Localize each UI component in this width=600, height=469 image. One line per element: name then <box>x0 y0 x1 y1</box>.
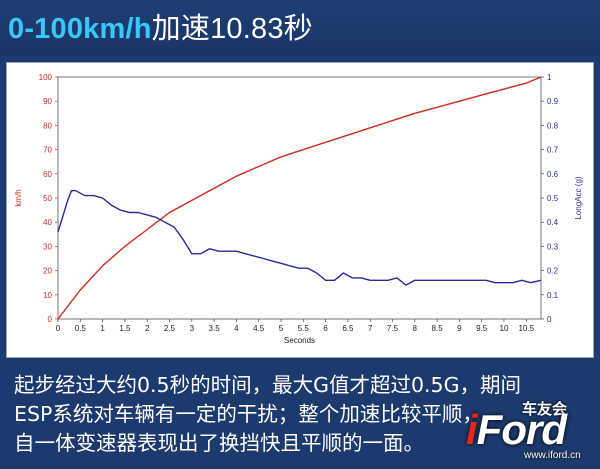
title-lead: 0-100km/h <box>8 13 152 45</box>
x-tick-label-20: 10 <box>500 324 509 333</box>
y-left-tick-label-6: 60 <box>43 170 52 179</box>
caption-panel: 起步经过大约0.5秒的时间，最大G值才超过0.5G，期间 ESP系统对车辆有一定… <box>0 360 600 469</box>
x-tick-label-0: 0 <box>56 324 61 333</box>
x-tick-label-19: 9.5 <box>476 324 488 333</box>
y-left-tick-label-10: 100 <box>39 73 53 82</box>
y-right-tick-label-9: 0.9 <box>547 97 559 106</box>
title-value: 10.83 <box>210 13 284 45</box>
x-tick-label-5: 2.5 <box>164 324 176 333</box>
acceleration-chart: 0 0.5 1 1.5 2 2.5 3 3.5 4 4.5 5 5.5 6 6.5 7 7.5 8 8.5 9 9.5… <box>6 62 594 358</box>
caption-line-2: ESP系统对车辆有一定的干扰；整个加速比较平顺， <box>14 402 483 426</box>
y-left-tick-label-9: 90 <box>43 97 52 106</box>
x-tick-label-4: 2 <box>145 324 150 333</box>
x-tick-label-12: 6 <box>323 324 328 333</box>
iford-logo: 车友会 iFord www.iford.cn <box>462 394 596 466</box>
x-tick-label-13: 6.5 <box>342 324 354 333</box>
x-tick-label-21: 10.5 <box>518 324 534 333</box>
x-tick-label-11: 5.5 <box>298 324 310 333</box>
page-title: 0-100km/h加速10.83秒 <box>8 9 313 47</box>
header-bar: 0-100km/h加速10.83秒 <box>0 0 600 56</box>
x-tick-label-17: 8.5 <box>432 324 444 333</box>
y-left-tick-label-7: 70 <box>43 146 52 155</box>
x-tick-label-8: 4 <box>234 324 239 333</box>
y-right-tick-label-4: 0.4 <box>547 218 559 227</box>
y-left-tick-label-1: 10 <box>43 291 52 300</box>
y-left-tick-label-8: 80 <box>43 121 52 130</box>
y-right-tick-label-7: 0.7 <box>547 146 559 155</box>
x-tick-label-9: 4.5 <box>253 324 265 333</box>
y-left-tick-label-3: 30 <box>43 242 52 251</box>
y-right-tick-label-0: 0 <box>547 315 552 324</box>
y-right-tick-label-10: 1 <box>547 73 552 82</box>
plot-frame <box>57 76 542 320</box>
chart-svg: 0 0.5 1 1.5 2 2.5 3 3.5 4 4.5 5 5.5 6 6.5 7 7.5 8 8.5 9 9.5… <box>14 73 583 345</box>
series-line-1 <box>57 189 542 286</box>
y-right-axis-label: LongAcc (g) <box>574 176 583 219</box>
y-left-tick-label-4: 40 <box>43 218 52 227</box>
x-tick-label-3: 1.5 <box>119 324 131 333</box>
caption-line-3: 自一体变速器表现出了换挡快且平顺的一面。 <box>14 431 424 455</box>
x-tick-label-16: 8 <box>413 324 418 333</box>
x-tick-label-2: 1 <box>100 324 105 333</box>
y-left-tick-label-2: 20 <box>43 267 52 276</box>
x-tick-label-6: 3 <box>190 324 195 333</box>
x-tick-label-10: 5 <box>279 324 284 333</box>
y-left-tick-label-5: 50 <box>43 194 52 203</box>
logo-club-text: 车友会 <box>522 400 568 418</box>
y-left-axis-label: km/h <box>14 189 23 206</box>
logo-url: www.iford.cn <box>524 450 581 461</box>
y-right-tick-label-1: 0.1 <box>547 291 559 300</box>
x-tick-label-14: 7 <box>368 324 373 333</box>
y-right-tick-label-3: 0.3 <box>547 242 559 251</box>
y-right-tick-label-2: 0.2 <box>547 267 559 276</box>
title-mid: 加速 <box>151 11 211 45</box>
x-tick-label-7: 3.5 <box>209 324 221 333</box>
series-line-0 <box>57 76 542 320</box>
x-tick-label-1: 0.5 <box>75 324 87 333</box>
logo-brand-rest: Ford <box>476 406 567 453</box>
x-axis-label: Seconds <box>284 336 315 345</box>
y-left-tick-label-0: 0 <box>48 315 53 324</box>
y-right-tick-label-5: 0.5 <box>547 194 559 203</box>
x-tick-label-15: 7.5 <box>387 324 399 333</box>
caption-line-1: 起步经过大约0.5秒的时间，最大G值才超过0.5G，期间 <box>14 373 521 397</box>
y-right-tick-label-6: 0.6 <box>547 170 559 179</box>
title-unit: 秒 <box>283 11 313 45</box>
logo-brand: iFord <box>466 406 567 453</box>
logo-brand-i: i <box>466 406 478 453</box>
y-right-tick-label-8: 0.8 <box>547 121 559 130</box>
x-tick-label-18: 9 <box>457 324 462 333</box>
